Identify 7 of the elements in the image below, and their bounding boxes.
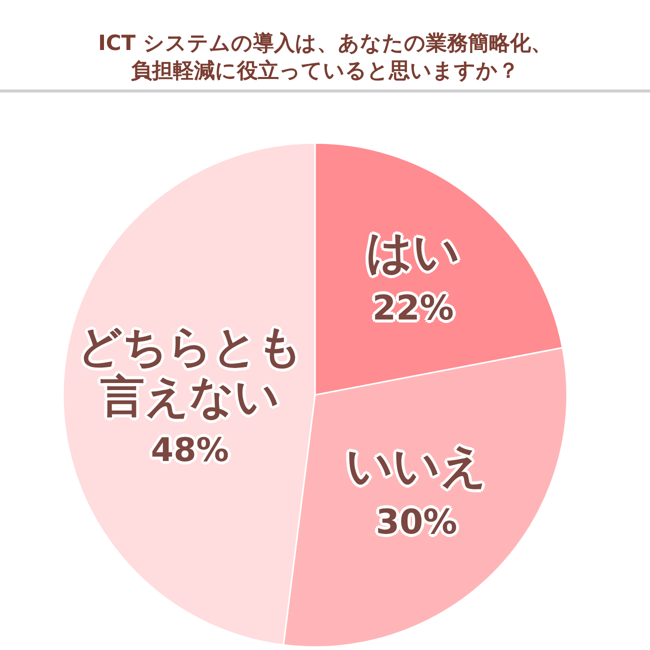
data-label: 48% [150, 431, 229, 470]
slice-label: はい [366, 224, 460, 278]
data-label: 22% [372, 288, 454, 328]
chart-title: ICT システムの導入は、あなたの業務簡略化、負担軽減に役立っていると思いますか？ [98, 31, 552, 82]
data-label: 30% [376, 502, 458, 542]
slice-label: どちらとも言えない [77, 321, 302, 422]
slice-label: いいえ [346, 438, 488, 492]
